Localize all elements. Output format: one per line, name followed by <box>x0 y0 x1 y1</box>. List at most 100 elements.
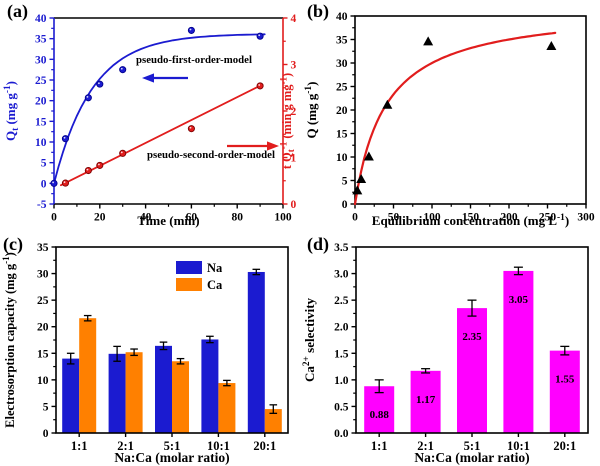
legend-swatch-na <box>176 261 202 274</box>
x-tick-label: 100 <box>274 212 292 224</box>
y-tick-label: 0 <box>342 199 348 211</box>
right-y-axis-title-a: t Qt-1 (min g mg-1) <box>278 73 296 169</box>
panel-b: (b) 0 50 100 150 200 250 300 0 5 10 15 20 25 30 35 40 Eq… <box>300 0 600 233</box>
bar-na-5:1 <box>155 345 172 433</box>
y-tick-label: 5 <box>43 401 49 413</box>
y-tick-label: 30 <box>35 54 47 66</box>
y-tick-label: 0 <box>291 199 297 211</box>
category-label: 20:1 <box>253 439 276 453</box>
first-order-annotation: pseudo-first-order-model <box>136 54 252 66</box>
panel-c: (c) 0 5 10 15 20 25 30 35 1:1 2:1 5:1 10:1 20:1 Na:Ca… <box>0 233 300 466</box>
category-label: 10:1 <box>507 439 530 453</box>
panel-d: (d) 0.88 1.17 2.35 3.05 1.55 0.0 0.5 1.0 1.5 2.0 2… <box>300 233 600 466</box>
y-tick-label: 15 <box>37 348 49 360</box>
x-tick-label: 250 <box>539 212 557 224</box>
annotations-a: pseudo-first-order-model pseudo-second-or… <box>136 54 279 161</box>
y-tick-label: 2 <box>291 106 297 118</box>
y-tick-label: 3.0 <box>334 269 349 281</box>
y-axis-d: 0.0 0.5 1.0 1.5 2.0 2.5 3.0 3.5 <box>334 242 356 440</box>
bar-selectivity-2:1 <box>410 370 441 433</box>
isotherm-points <box>352 36 557 195</box>
langmuir-fit-curve <box>353 31 557 206</box>
bar-ca-10:1 <box>218 383 236 433</box>
x-tick-label: 300 <box>577 212 595 224</box>
category-label: 2:1 <box>117 439 134 453</box>
y-tick-label: 5 <box>342 176 348 188</box>
bars-d: 0.88 1.17 2.35 3.05 1.55 <box>364 266 580 433</box>
x-tick-label: 20 <box>94 212 106 224</box>
y-tick-label: 35 <box>35 34 47 46</box>
bars-c <box>62 268 282 433</box>
series-first-order-fit <box>53 33 266 185</box>
y-tick-label: 15 <box>35 116 47 128</box>
y-tick-label: 25 <box>336 82 348 94</box>
bar-ca-5:1 <box>172 361 189 433</box>
second-order-annotation: pseudo-second-order-model <box>147 149 275 161</box>
y-tick-label: 1.0 <box>334 375 349 387</box>
panel-b-label: (b) <box>307 1 329 21</box>
category-label: 2:1 <box>417 439 434 453</box>
x-tick-label: 150 <box>462 212 480 224</box>
y-tick-label: 2.5 <box>334 295 349 307</box>
bar-na-1:1 <box>62 358 80 433</box>
bar-selectivity-1:1 <box>364 386 395 433</box>
x-axis-title-b: Equilibrium concentration (mg L-1) <box>372 213 569 228</box>
bar-value-label: 0.88 <box>370 409 390 421</box>
right-y-axis-a: 0 1 2 3 4 <box>283 13 297 211</box>
panel-a-label: (a) <box>7 1 28 21</box>
y-tick-label: 25 <box>37 295 49 307</box>
x-tick-label: 200 <box>500 212 518 224</box>
y-tick-label: 35 <box>37 242 49 254</box>
y-tick-label: 20 <box>336 105 348 117</box>
y-axis-c: 0 5 10 15 20 25 30 35 <box>37 242 56 440</box>
y-axis-title-d: Ca2+ selectivity <box>302 297 317 382</box>
x-axis-title-d: Na:Ca (molar ratio) <box>414 450 529 465</box>
y-tick-label: 2.0 <box>334 322 349 334</box>
panel-a-chart: 0 20 40 60 80 100 -5 0 5 10 15 20 25 30 35 40 0 1 2 3 4 Time … <box>3 13 297 228</box>
y-tick-label: 4 <box>291 13 297 25</box>
left-y-axis-title-a: Qt (mg g-1) <box>3 81 21 141</box>
y-tick-label: 0 <box>41 178 47 190</box>
y-tick-label: 10 <box>37 375 49 387</box>
bar-value-label: 1.17 <box>416 394 436 406</box>
y-tick-label: 35 <box>336 35 348 47</box>
panel-a: (a) 0 20 40 60 80 100 -5 0 5 10 15 20 25 30 35 40 0 1 2 3 4 T… <box>0 0 300 233</box>
x-axis-d: 1:1 2:1 5:1 10:1 20:1 <box>371 433 576 453</box>
bar-selectivity-10:1 <box>503 270 534 433</box>
y-tick-label: 30 <box>336 58 348 70</box>
x-tick-label: 0 <box>51 212 57 224</box>
series-first-order-points <box>50 26 264 187</box>
bar-selectivity-5:1 <box>457 308 487 433</box>
legend-c: Na Ca <box>176 261 223 292</box>
y-axis-title-b: Q (mg g-1) <box>304 82 319 139</box>
bar-ca-1:1 <box>79 318 97 433</box>
category-label: 10:1 <box>207 439 230 453</box>
y-tick-label: 20 <box>37 322 49 334</box>
x-tick-label: 40 <box>140 212 152 224</box>
y-tick-label: 3.5 <box>334 242 349 254</box>
category-label: 1:1 <box>371 439 388 453</box>
left-y-axis-a: -5 0 5 10 15 20 25 30 35 40 <box>35 13 54 211</box>
y-tick-label: 20 <box>35 96 47 108</box>
bar-na-2:1 <box>108 353 126 433</box>
y-tick-label: 10 <box>35 137 47 149</box>
panel-b-chart: 0 50 100 150 200 250 300 0 5 10 15 20 25 30 35 40 Equili… <box>304 11 595 228</box>
y-tick-label: 0.5 <box>334 401 349 413</box>
bar-ca-20:1 <box>264 409 282 433</box>
bar-ca-2:1 <box>125 352 143 433</box>
y-tick-label: 3 <box>291 60 297 72</box>
x-axis-a: 0 20 40 60 80 100 <box>51 204 292 224</box>
panel-c-label: (c) <box>3 234 23 254</box>
series-second-order-points <box>61 82 264 187</box>
y-tick-label: 0.0 <box>334 428 349 440</box>
axes-a <box>53 17 284 205</box>
y-tick-label: 40 <box>336 11 348 23</box>
legend-label-ca: Ca <box>207 278 223 292</box>
x-tick-label: 100 <box>423 212 441 224</box>
y-tick-label: 15 <box>336 129 348 141</box>
panel-d-chart: 0.88 1.17 2.35 3.05 1.55 0.0 0.5 1.0 1.5 2.0 2.5 3.… <box>302 242 589 465</box>
bar-value-label: 1.55 <box>555 374 575 386</box>
bar-value-label: 3.05 <box>509 294 529 306</box>
y-tick-label: 1 <box>291 153 297 165</box>
